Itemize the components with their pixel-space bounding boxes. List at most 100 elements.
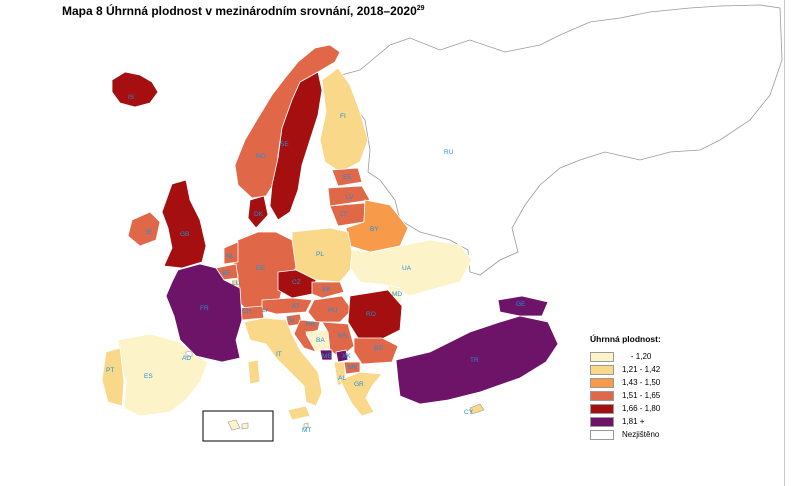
country-label-EE: EE [343,174,352,181]
country-label-AD: AD [182,355,191,362]
legend-item: 1,51 - 1,65 [590,389,661,402]
country-label-MK: MK [348,364,358,371]
map-title: Mapa 8 Úhrnná plodnost v mezinárodním sr… [62,4,425,18]
country-label-LU: LU [232,280,241,287]
country-PT [101,347,125,407]
country-HR [293,319,321,353]
country-LV [327,185,371,207]
legend-item: 1,43 - 1,50 [590,376,661,389]
legend-swatch [590,364,614,375]
country-AT [261,297,313,315]
country-BG [353,337,399,365]
legend-swatch [590,351,614,362]
country-label-CH: CH [242,308,252,315]
country-label-FR: FR [200,305,209,312]
country-FR [165,263,243,363]
country-label-SI: SI [288,317,294,324]
country-GB [161,179,207,269]
country-label-HU: HU [328,307,338,314]
country-GE [497,295,549,317]
title-footnote: 29 [416,5,425,12]
country-label-MT: MT [302,427,311,434]
country-UA [349,239,473,297]
country-SE [269,71,323,221]
country-SK [311,281,345,299]
country-label-GE: GE [516,301,526,308]
country-IT [243,317,323,407]
country-label-PL: PL [316,251,324,258]
legend-label: 1,51 - 1,65 [622,391,661,400]
country-label-PT: PT [106,367,114,374]
country-label-RU: RU [444,149,454,156]
country-label-IE: IE [146,229,153,236]
legend-item: - 1,20 [590,350,661,363]
country-IT-sicily [287,405,311,421]
legend-swatch [590,390,614,401]
country-label-BG: BG [374,345,383,352]
country-label-GB: GB [180,231,189,238]
country-NL [223,241,239,265]
country-label-SE: SE [280,141,289,148]
legend-label: - 1,20 [622,352,652,361]
country-label-LT: LT [340,211,347,218]
country-label-ME: ME [322,353,332,360]
country-labels: IS NO SE FI RU EE LV LT BY DK IE GB PL U… [106,94,526,434]
country-LT [329,202,366,227]
country-label-FI: FI [340,113,346,120]
legend-label: 1,81 + [622,417,645,426]
legend-item: 1,66 - 1,80 [590,402,661,415]
legend-swatch [590,377,614,388]
country-IE [127,211,161,247]
country-AD [185,350,193,358]
country-XK [335,349,349,363]
legend-label: Nezjištěno [622,430,660,439]
country-label-MD: MD [392,291,402,298]
country-label-DK: DK [254,211,264,218]
legend-item: 1,21 - 1,42 [590,363,661,376]
country-label-AL: AL [338,375,346,382]
country-IS [111,71,159,108]
country-ES [117,333,209,417]
legend-swatch [590,429,614,440]
country-label-LI: LI [262,307,268,314]
country-CY [469,403,485,415]
country-ME [319,349,333,361]
country-label-RO: RO [366,311,376,318]
country-label-CZ: CZ [292,279,301,286]
country-RO [347,289,403,341]
country-IT-sardinia [247,359,261,385]
country-label-BE: BE [222,270,231,277]
legend-label: 1,43 - 1,50 [622,378,661,387]
country-label-XK: XK [342,353,351,360]
inset-box-canary-islands [202,410,274,442]
country-EE [331,167,363,187]
country-MT [303,422,309,429]
country-FI [319,67,369,173]
country-DK [247,195,269,229]
page-edge-line [784,0,785,486]
country-TR [395,315,559,405]
legend-swatch [590,403,614,414]
legend-title: Úhrnná plodnost: [590,334,661,344]
legend-item: 1,81 + [590,415,661,428]
country-label-IS: IS [128,94,135,101]
country-label-IT: IT [276,351,282,358]
country-label-RS: RS [338,333,348,340]
country-label-BA: BA [316,337,325,344]
country-label-NO: NO [256,153,266,160]
country-label-SK: SK [322,286,331,293]
country-label-GR: GR [354,381,364,388]
legend-swatch [590,416,614,427]
country-label-UA: UA [402,265,412,272]
country-label-NL: NL [226,253,235,260]
country-label-ES: ES [144,373,153,380]
legend-item: Nezjištěno [590,428,661,441]
map-legend: Úhrnná plodnost: - 1,20 1,21 - 1,42 1,43… [590,334,661,441]
country-GR [339,371,383,417]
country-HU [307,295,353,323]
country-label-CY: CY [464,409,474,416]
country-label-TR: TR [470,357,479,364]
country-label-HR: HR [306,321,316,328]
country-DE [231,231,297,313]
